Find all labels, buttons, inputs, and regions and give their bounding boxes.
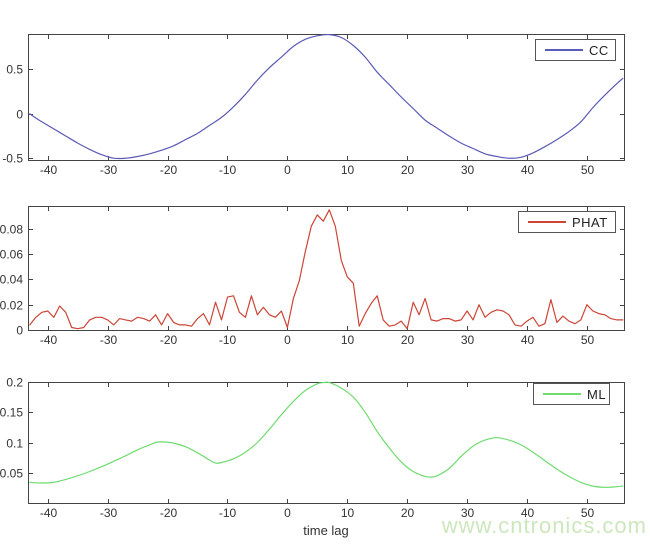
x-tick-label: -10 [219, 333, 237, 347]
y-tick-label: 0.08 [0, 223, 23, 237]
legend-phat-line-sample [528, 221, 566, 223]
x-tick-label: -40 [40, 333, 58, 347]
x-tick-label: -30 [100, 163, 118, 177]
x-tick-label: 30 [461, 506, 475, 520]
x-tick-label: 50 [581, 506, 595, 520]
x-tick-label: -40 [40, 163, 58, 177]
x-tick-label: 20 [401, 333, 415, 347]
x-tick-label: 0 [284, 163, 291, 177]
series-line-cc [29, 33, 624, 160]
series-line-phat [29, 209, 624, 330]
y-tick-label: 0.06 [0, 248, 23, 262]
x-tick-label: 30 [461, 163, 475, 177]
y-tick-label: -0.5 [2, 152, 23, 166]
x-tick-label: 10 [341, 163, 355, 177]
series-line-ml [29, 381, 624, 488]
x-tick-label: 30 [461, 333, 475, 347]
subplot-cc: -40 -30 -20 -10 0 10 20 30 40 50 -0.5 0 0.5 [2, 33, 625, 177]
x-tick-label: -40 [40, 506, 58, 520]
x-tick-label: -30 [100, 333, 118, 347]
subplot-phat: -40 -30 -20 -10 0 10 20 30 40 50 0 0.02 0.04 0.06 0.08 [0, 206, 625, 347]
legend-cc-line-sample [545, 49, 583, 51]
legend-cc-label: CC [589, 42, 609, 58]
legend-phat-label: PHAT [572, 214, 608, 230]
x-tick-label: 0 [284, 506, 291, 520]
x-tick-label: -10 [219, 506, 237, 520]
x-tick-label: 10 [341, 333, 355, 347]
legend-ml-line-sample [543, 393, 581, 395]
x-tick-label: 40 [521, 506, 535, 520]
x-tick-label: -20 [160, 506, 178, 520]
y-tick-label: 0.05 [0, 467, 23, 481]
y-tick-label: 0 [16, 108, 23, 122]
y-tick-label: 0.02 [0, 299, 23, 313]
x-tick-label: 20 [401, 506, 415, 520]
x-tick-label: -10 [219, 163, 237, 177]
x-axis-label: time lag [303, 523, 349, 538]
y-tick-label: 0.15 [0, 406, 23, 420]
x-tick-label: -20 [160, 333, 178, 347]
legend-ml: ML [533, 383, 610, 405]
x-tick-label: 20 [401, 163, 415, 177]
legend-cc: CC [535, 39, 616, 61]
x-tick-label: 50 [581, 333, 595, 347]
x-tick-label: 0 [284, 333, 291, 347]
y-tick-label: 0.04 [0, 273, 23, 287]
x-tick-label: -30 [100, 506, 118, 520]
axes-box [28, 206, 625, 331]
x-tick-label: 40 [521, 333, 535, 347]
legend-ml-label: ML [587, 386, 607, 402]
x-tick-label: 40 [521, 163, 535, 177]
y-tick-label: 0.5 [6, 63, 23, 77]
y-tick-label: 0 [16, 324, 23, 338]
x-tick-label: -20 [160, 163, 178, 177]
watermark: www.cntronics.com [441, 513, 647, 538]
x-tick-label: 10 [341, 506, 355, 520]
subplot-ml: -40 -30 -20 -10 0 10 20 30 40 50 0.05 0.1 0.15 0.2 [0, 376, 625, 520]
x-tick-label: 50 [581, 163, 595, 177]
y-tick-label: 0.1 [6, 437, 23, 451]
legend-phat: PHAT [518, 211, 616, 233]
y-tick-label: 0.2 [6, 376, 23, 390]
